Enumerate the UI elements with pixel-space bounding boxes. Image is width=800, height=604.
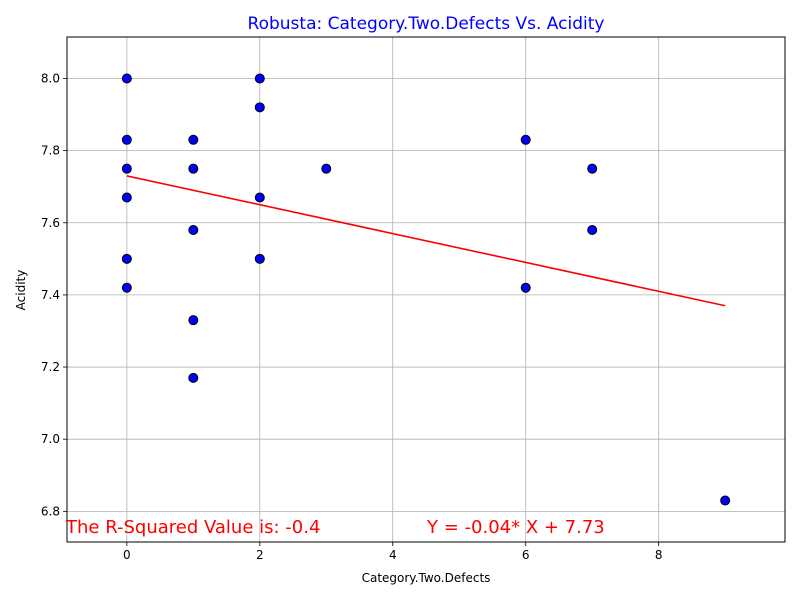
data-point xyxy=(254,253,265,264)
plot-frame xyxy=(66,36,786,543)
data-point xyxy=(254,73,265,84)
data-point xyxy=(121,163,132,174)
y-tick-label: 7.6 xyxy=(41,216,60,230)
data-point xyxy=(188,163,199,174)
data-points xyxy=(121,73,731,506)
data-point xyxy=(587,224,598,235)
data-point xyxy=(188,315,199,326)
y-tick-label: 7.4 xyxy=(41,288,60,302)
y-tick-label: 6.8 xyxy=(41,504,60,518)
y-tick-label: 8.0 xyxy=(41,71,60,85)
y-axis-label: Acidity xyxy=(14,270,28,311)
regression-line xyxy=(126,175,726,307)
data-point xyxy=(520,282,531,293)
regression-line-group xyxy=(126,175,726,307)
regression-equation-annotation: Y = -0.04* X + 7.73 xyxy=(426,517,605,538)
data-point xyxy=(121,192,132,203)
data-point xyxy=(321,163,332,174)
y-axis-ticks: 6.8 7.0 7.2 7.4 7.6 7.8 8.0 xyxy=(41,71,67,518)
grid-lines xyxy=(67,37,785,542)
data-point xyxy=(254,102,265,113)
data-point xyxy=(188,134,199,145)
chart-title: Robusta: Category.Two.Defects Vs. Acidit… xyxy=(248,14,605,34)
data-point xyxy=(720,495,731,506)
y-tick-label: 7.2 xyxy=(41,360,60,374)
y-tick-label: 7.8 xyxy=(41,144,60,158)
data-point xyxy=(254,192,265,203)
data-point xyxy=(121,134,132,145)
y-tick-label: 7.0 xyxy=(41,432,60,446)
data-point xyxy=(188,224,199,235)
data-point xyxy=(121,73,132,84)
data-point xyxy=(121,253,132,264)
r-squared-annotation: The R-Squared Value is: -0.4 xyxy=(65,517,320,538)
x-tick-label: 6 xyxy=(522,548,530,562)
x-tick-label: 2 xyxy=(256,548,264,562)
data-point xyxy=(520,134,531,145)
data-point xyxy=(121,282,132,293)
data-point xyxy=(188,372,199,383)
x-tick-label: 8 xyxy=(655,548,663,562)
x-tick-label: 0 xyxy=(123,548,131,562)
x-axis-label: Category.Two.Defects xyxy=(362,571,491,585)
x-tick-label: 4 xyxy=(389,548,397,562)
data-point xyxy=(587,163,598,174)
x-axis-ticks: 0 2 4 6 8 xyxy=(123,542,663,562)
